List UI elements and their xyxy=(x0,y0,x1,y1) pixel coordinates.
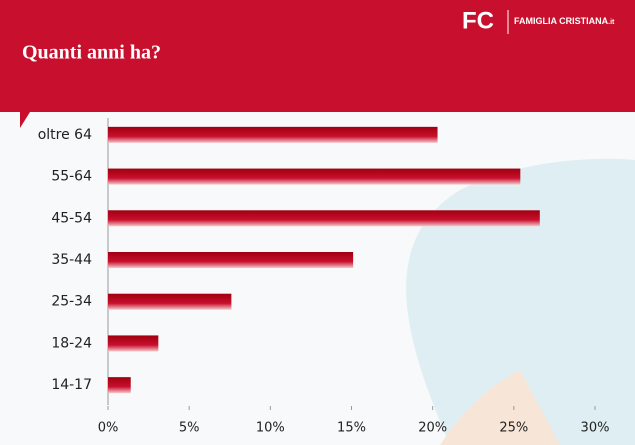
y-tick-label: 25-34 xyxy=(51,294,92,310)
logo-name: FAMIGLIA CRISTIANA.it xyxy=(514,16,615,26)
chart-title: Quanti anni ha? xyxy=(22,42,161,64)
x-tick-label: 5% xyxy=(179,421,200,436)
bar xyxy=(108,377,131,394)
x-tick-label: 15% xyxy=(337,421,366,436)
logo-mark: FC xyxy=(462,7,494,34)
x-tick-label: 30% xyxy=(581,421,610,436)
x-tick-label: 20% xyxy=(418,421,447,436)
x-tick-label: 0% xyxy=(98,421,119,436)
bar xyxy=(108,293,232,310)
bar xyxy=(108,252,354,268)
bg-shape xyxy=(440,370,560,445)
bar xyxy=(108,335,159,352)
bg-shape xyxy=(406,158,635,445)
y-tick-label: 35-44 xyxy=(51,252,92,268)
bar xyxy=(108,168,521,185)
y-tick-label: 45-54 xyxy=(51,210,92,226)
bar xyxy=(108,210,540,227)
y-tick-label: 14-17 xyxy=(51,377,92,393)
logo-suffix: .it xyxy=(608,19,615,26)
y-tick-label: oltre 64 xyxy=(38,127,92,143)
x-tick-label: 25% xyxy=(499,421,528,436)
logo-name-text: FAMIGLIA CRISTIANA xyxy=(514,16,609,26)
y-tick-label: 18-24 xyxy=(51,335,92,351)
header xyxy=(0,0,635,128)
bar xyxy=(108,126,438,143)
x-tick-label: 10% xyxy=(256,421,285,436)
y-tick-label: 55-64 xyxy=(51,169,92,185)
